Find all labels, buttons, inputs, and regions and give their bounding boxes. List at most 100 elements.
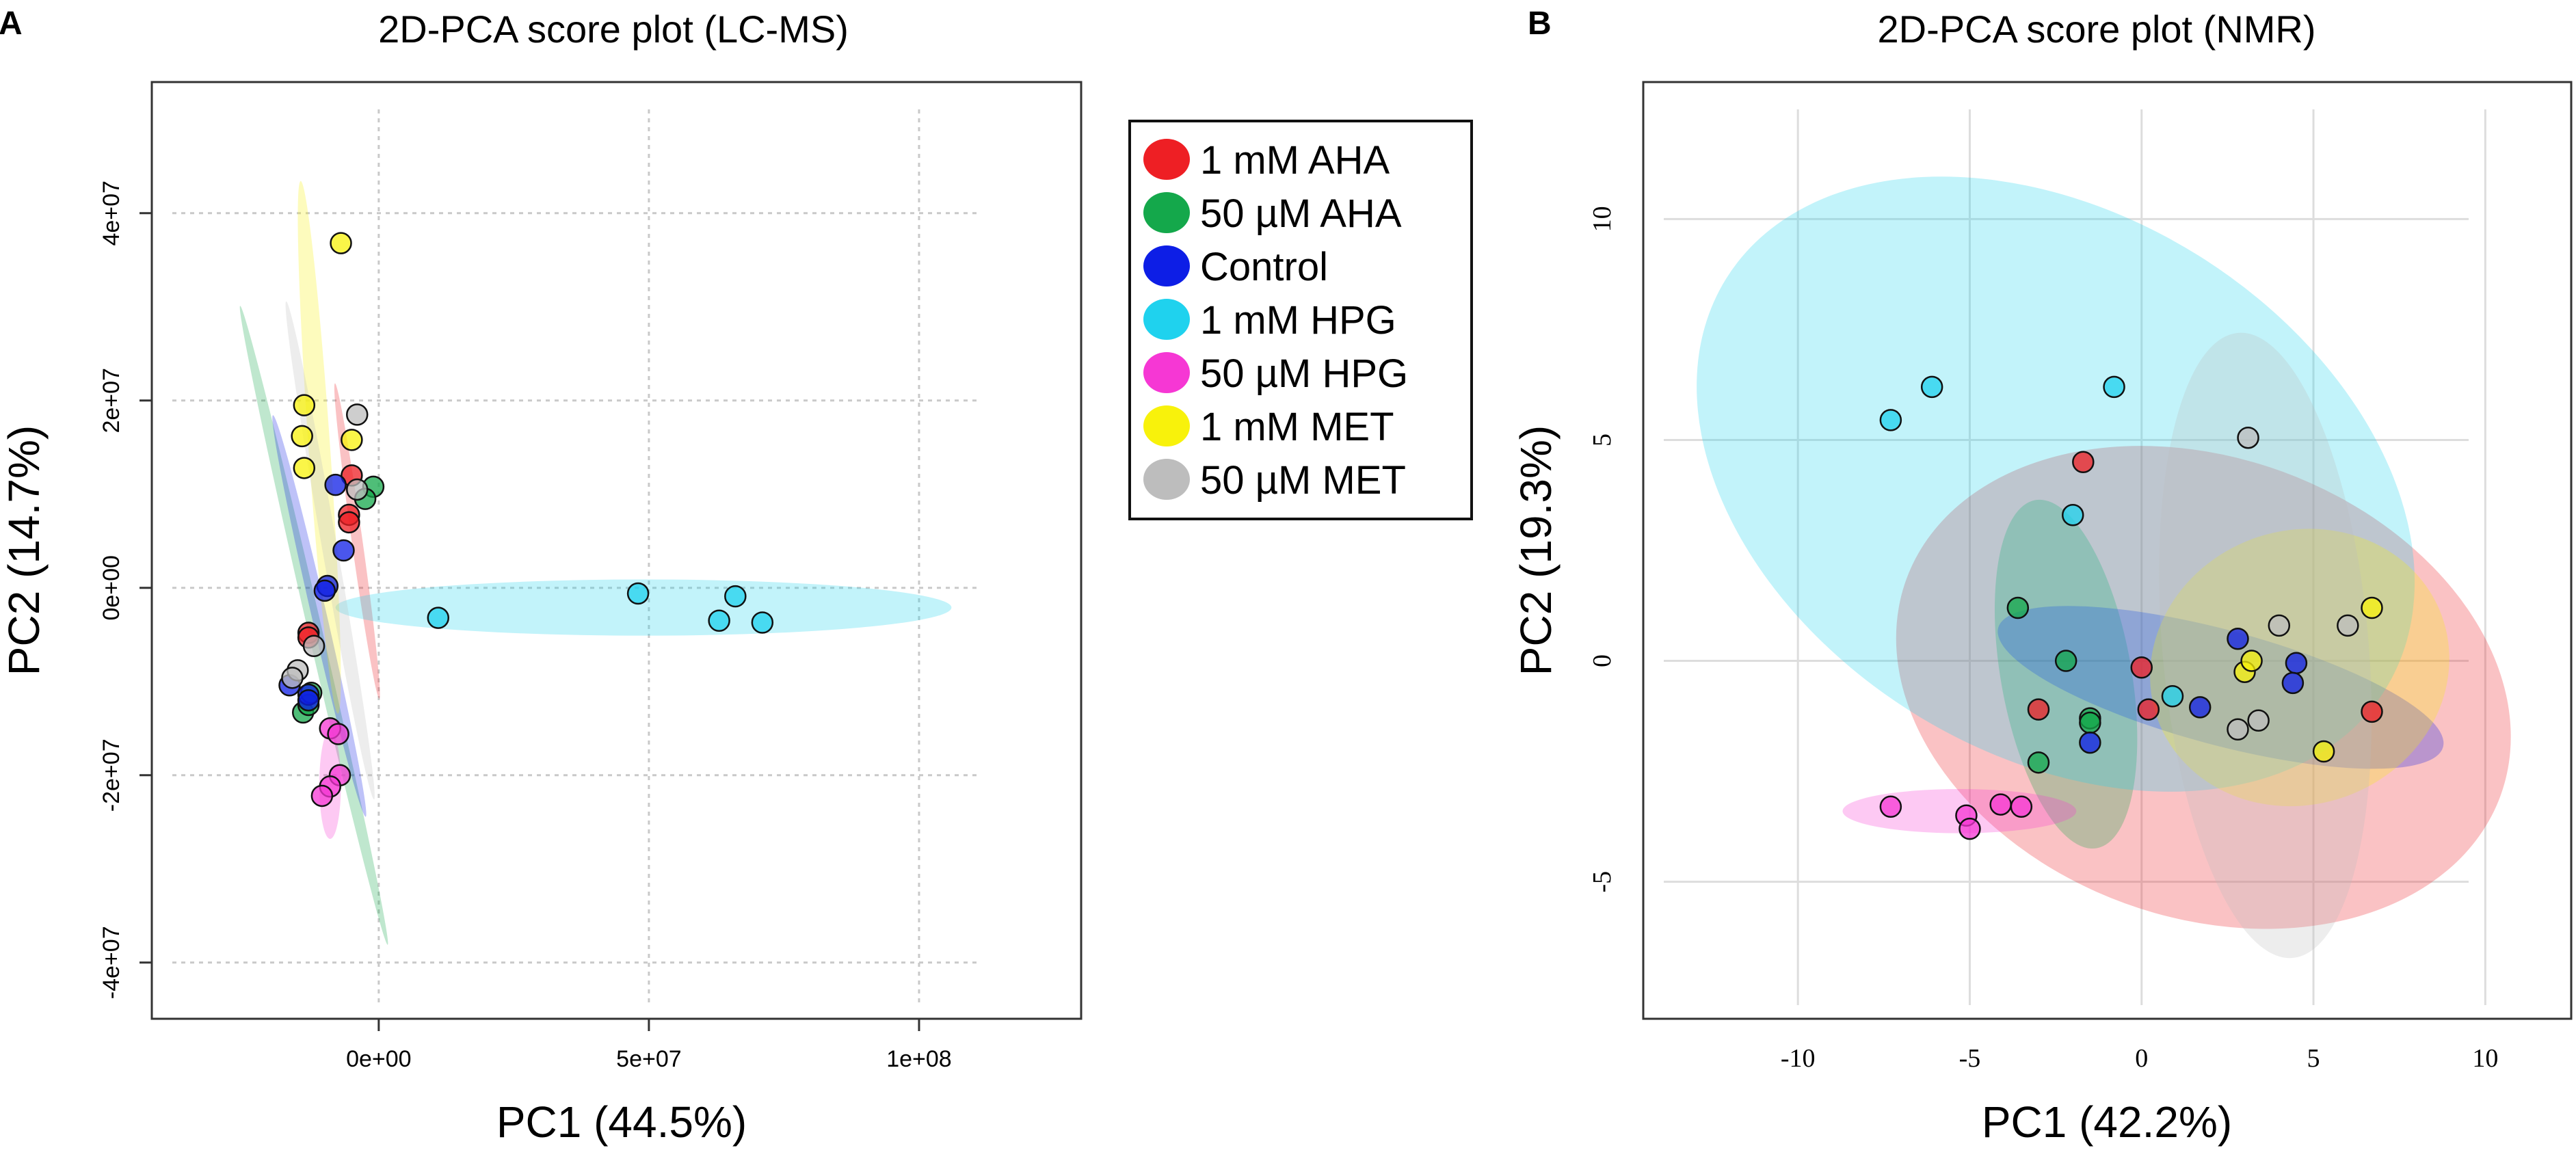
point-50-um-met [281,667,304,689]
ellipse-1-mm-aha [1896,446,2511,929]
panel-a: A 2D-PCA score plot (LC-MS) 0e+00 5e+07 1e… [0,5,1473,1147]
x-tick-label: -5 [1959,1044,1981,1073]
legend-label-1-mm-met: 1 mM MET [1200,405,1394,449]
panel-b: B 2D-PCA score plot (NMR) -10 -5 0 5 10 10 5 0… [1511,5,2573,1147]
panel-b-y-axis-label: PC2 (19.3%) [1511,425,1561,676]
point-control [2079,731,2101,754]
point-50-um-aha [2006,596,2030,619]
point-1-mm-hpg [1879,409,1902,431]
point-control [2281,671,2305,695]
y-tick-label: 4e+07 [98,181,124,246]
point-50-um-met [345,478,369,501]
y-tick-label: 2e+07 [98,368,124,433]
point-50-um-aha [2027,751,2050,774]
panel-a-x-axis-label: PC1 (44.5%) [496,1097,747,1147]
point-50-um-hpg [1989,793,2012,816]
y-tick-label: 10 [1588,206,1617,232]
ellipse-1-mm-aha [334,383,380,699]
point-50-um-met [302,635,326,657]
point-control [332,539,355,562]
point-1-mm-met [2240,650,2263,672]
point-control [2188,696,2212,719]
point-50-um-met [2227,718,2249,740]
point-control [313,579,336,602]
point-50-um-hpg [310,784,334,808]
point-50-um-hpg [1879,795,1902,818]
point-50-um-met [2268,614,2291,637]
panel-b-letter: B [1528,5,1552,42]
panel-b-title: 2D-PCA score plot (NMR) [1877,8,2315,51]
point-1-mm-hpg [1920,375,1943,399]
point-1-mm-hpg [708,609,730,632]
point-1-mm-hpg [2103,375,2125,399]
legend-label-1-mm-hpg: 1 mM HPG [1200,298,1396,343]
point-50-um-met [2337,614,2359,637]
x-tick-label: 0e+00 [346,1046,412,1072]
legend-swatch-50-um-hpg [1143,352,1190,393]
panel-a-gridlines [172,109,979,1005]
x-tick-label: 10 [2472,1044,2498,1073]
point-control [2285,652,2308,675]
point-1-mm-aha [2027,698,2050,721]
panel-a-letter: A [0,5,23,42]
point-1-mm-met [2312,740,2335,763]
point-1-mm-met [2361,596,2383,619]
panel-a-legend: 1 mM AHA 50 µM AHA Control 1 mM HPG 50 µM HP… [1128,120,1473,520]
point-1-mm-met [293,394,316,416]
panel-a-y-axis: 4e+07 2e+07 0e+00 -2e+07 -4e+07 [98,181,152,999]
legend-label-50-um-hpg: 50 µM HPG [1200,351,1408,396]
y-tick-label: -5 [1588,871,1617,893]
y-tick-label: 0e+00 [98,555,124,621]
ellipse-50-um-met [2159,332,2372,959]
panel-b-ellipses [1697,176,2511,959]
legend-swatch-1-mm-aha [1143,139,1190,180]
point-1-mm-aha [2361,700,2383,723]
legend-swatch-1-mm-hpg [1143,299,1190,340]
ellipse-1-mm-hpg [335,579,952,636]
legend-swatch-control [1143,245,1190,286]
legend-label-50-um-met: 50 µM MET [1200,458,1406,503]
panel-a-title: 2D-PCA score plot (LC-MS) [378,8,849,51]
panel-a-y-axis-label: PC2 (14.7%) [0,425,49,676]
point-1-mm-hpg [2161,685,2184,708]
point-control [297,689,320,712]
point-50-um-hpg [1958,817,1981,840]
x-tick-label: 5e+07 [616,1046,682,1072]
ellipse-control [272,415,367,817]
point-1-mm-aha [338,511,360,534]
point-1-mm-met [293,457,316,479]
point-1-mm-met [341,429,363,451]
panel-a-ellipses [239,181,952,945]
point-50-um-met [2247,709,2270,732]
y-tick-label: -2e+07 [98,738,124,812]
point-1-mm-hpg [427,606,450,629]
point-1-mm-met [291,425,313,448]
panel-a-points [278,232,774,808]
x-tick-label: 5 [2307,1044,2320,1073]
legend-label-1-mm-aha: 1 mM AHA [1200,138,1390,183]
point-1-mm-aha [2072,451,2095,474]
panel-b-y-axis: 10 5 0 -5 [1588,206,1617,892]
point-1-mm-aha [2137,698,2160,721]
x-tick-label: 0 [2135,1044,2148,1073]
point-50-um-hpg [327,723,349,745]
point-1-mm-hpg [751,611,774,634]
legend-label-control: Control [1200,245,1328,289]
panel-b-points [1879,375,2383,840]
panel-b-x-axis: -10 -5 0 5 10 [1781,1044,2499,1073]
point-1-mm-hpg [724,585,747,608]
legend-swatch-50-um-aha [1143,192,1190,233]
ellipse-control [1997,606,2444,769]
y-tick-label: 0 [1588,654,1617,667]
ellipse-50-um-met [285,301,375,800]
legend-swatch-50-um-met [1143,459,1190,500]
x-tick-label: -10 [1781,1044,1816,1073]
point-1-mm-hpg [2061,504,2084,526]
legend-label-50-um-aha: 50 µM AHA [1200,191,1402,236]
panel-b-plot-frame [1642,81,2573,1020]
legend-swatch-1-mm-met [1143,405,1190,446]
point-50-um-met [2237,426,2259,449]
point-control [324,473,347,496]
panel-b-x-axis-label: PC1 (42.2%) [1982,1097,2232,1147]
